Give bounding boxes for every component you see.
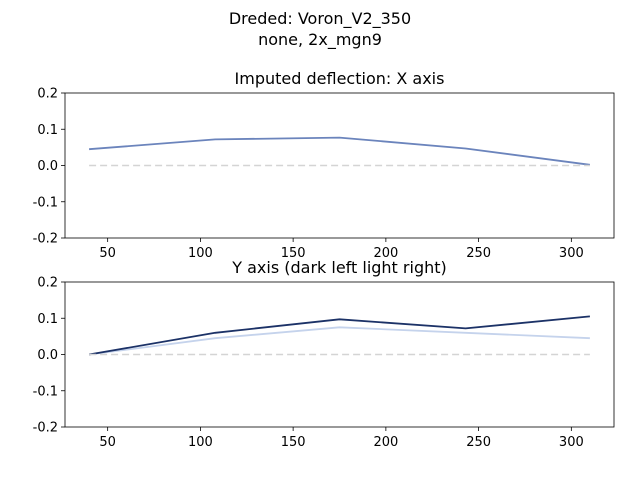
x-tick-label: 150 — [281, 246, 306, 261]
y-tick-label: -0.1 — [33, 384, 58, 399]
x-tick-label: 250 — [466, 435, 491, 450]
x-tick-label: 150 — [281, 435, 306, 450]
x-tick-label: 100 — [188, 246, 213, 261]
y-tick-label: -0.2 — [33, 232, 58, 247]
y-tick-label: 0.1 — [37, 312, 58, 327]
x-tick-label: 50 — [99, 246, 116, 261]
subplot-1: Imputed deflection: X axis 50 100 150 200 250… — [33, 69, 615, 261]
figure-subtitle: none, 2x_mgn9 — [258, 30, 382, 50]
subplot-2: Y axis (dark left light right) 50 100 150 20… — [33, 258, 615, 450]
x-tick-label: 200 — [373, 246, 398, 261]
x-tick-label: 200 — [373, 435, 398, 450]
subplot-title: Imputed deflection: X axis — [235, 69, 445, 88]
x-tick-label: 300 — [559, 246, 584, 261]
series-line-2 — [88, 315, 590, 356]
x-tick-label: 250 — [466, 246, 491, 261]
series-line-1 — [89, 136, 591, 166]
x-tick-label: 300 — [559, 435, 584, 450]
x-tick-label: 100 — [188, 435, 213, 450]
subplot-title: Y axis (dark left light right) — [231, 258, 447, 277]
y-tick-label: 0.2 — [37, 276, 58, 291]
y-tick-label: 0.0 — [37, 159, 58, 174]
y-tick-label: 0.2 — [37, 87, 58, 102]
series-line-1 — [88, 326, 590, 356]
figure-title: Dreded: Voron_V2_350 — [229, 9, 411, 29]
x-tick-label: 50 — [99, 435, 116, 450]
y-tick-label: 0.1 — [37, 123, 58, 138]
y-tick-label: -0.1 — [33, 195, 58, 210]
y-tick-label: 0.0 — [37, 348, 58, 363]
y-tick-label: -0.2 — [33, 421, 58, 436]
